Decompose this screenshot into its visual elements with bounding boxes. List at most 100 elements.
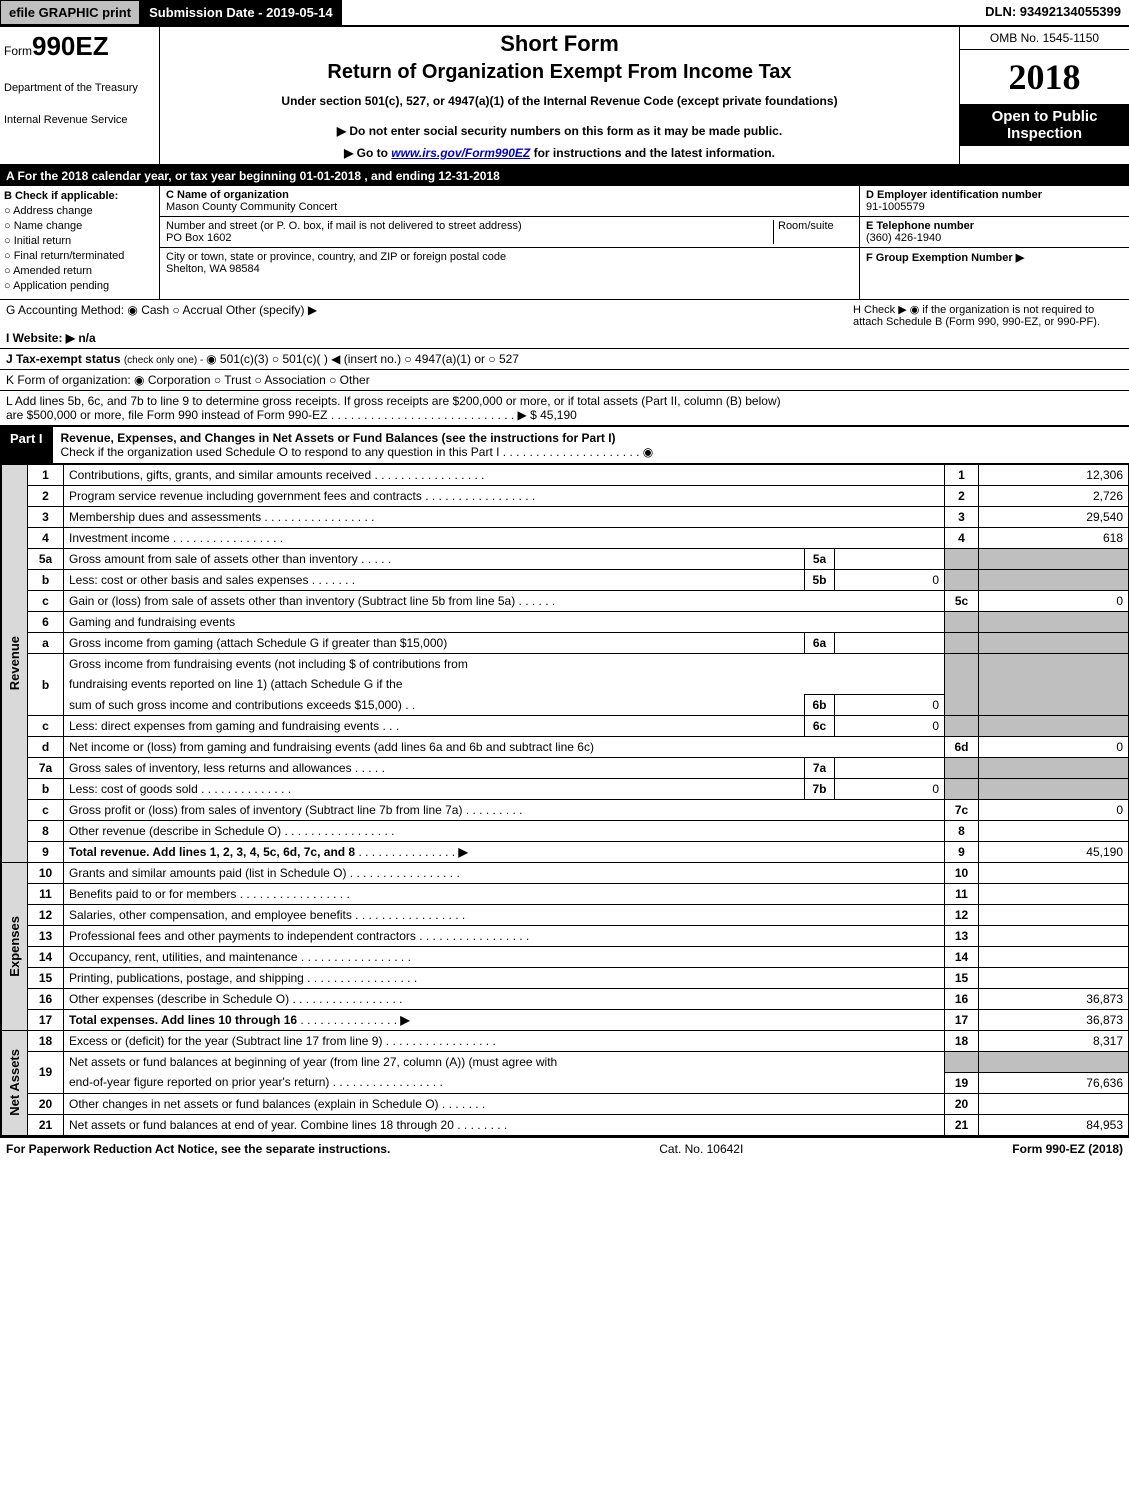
line-l: L Add lines 5b, 6c, and 7b to line 9 to … <box>0 391 1129 425</box>
omb-number: OMB No. 1545-1150 <box>960 27 1129 50</box>
line-k: K Form of organization: ◉ Corporation ○ … <box>0 370 1129 391</box>
l8-desc: Other revenue (describe in Schedule O) <box>69 824 281 838</box>
d-label: D Employer identification number <box>866 189 1042 201</box>
l18-val: 8,317 <box>979 1031 1129 1052</box>
cell-e: E Telephone number (360) 426-1940 <box>860 217 1129 248</box>
l13-desc: Professional fees and other payments to … <box>69 929 416 943</box>
l6a-sv <box>835 633 945 654</box>
l5b-desc: Less: cost or other basis and sales expe… <box>69 573 308 587</box>
chk-final-return[interactable]: ○ Final return/terminated <box>4 250 155 262</box>
l13-val <box>979 926 1129 947</box>
c-label: C Name of organization <box>166 189 289 201</box>
dept-treasury: Department of the Treasury <box>4 82 155 94</box>
column-b: B Check if applicable: ○ Address change … <box>0 186 160 299</box>
l5a-sv <box>835 549 945 570</box>
l7a-desc: Gross sales of inventory, less returns a… <box>69 761 352 775</box>
l20-val <box>979 1093 1129 1114</box>
city-label: City or town, state or province, country… <box>166 251 506 263</box>
side-revenue: Revenue <box>7 636 22 690</box>
line-g: G Accounting Method: ◉ Cash ○ Accrual Ot… <box>6 303 853 317</box>
l3-desc: Membership dues and assessments <box>69 510 261 524</box>
short-form-title: Short Form <box>168 31 951 57</box>
city-value: Shelton, WA 98584 <box>166 263 260 275</box>
form-code: 990EZ <box>32 31 109 61</box>
l6b-sv: 0 <box>835 695 945 716</box>
top-bar: efile GRAPHIC print Submission Date - 20… <box>0 0 1129 27</box>
info-grid: B Check if applicable: ○ Address change … <box>0 186 1129 300</box>
l16-val: 36,873 <box>979 989 1129 1010</box>
l6b1-desc: Gross income from fundraising events (no… <box>69 657 468 671</box>
dept-irs: Internal Revenue Service <box>4 114 155 126</box>
footer-right: Form 990-EZ (2018) <box>1012 1142 1123 1156</box>
submission-date-button[interactable]: Submission Date - 2019-05-14 <box>140 0 342 25</box>
l15-desc: Printing, publications, postage, and shi… <box>69 971 304 985</box>
l6b3-desc: sum of such gross income and contributio… <box>69 698 402 712</box>
f-label: F Group Exemption Number ▶ <box>866 252 1024 264</box>
irs-link[interactable]: www.irs.gov/Form990EZ <box>391 146 530 160</box>
l-text1: L Add lines 5b, 6c, and 7b to line 9 to … <box>6 394 1123 408</box>
l5b-sv: 0 <box>835 570 945 591</box>
l1-desc: Contributions, gifts, grants, and simila… <box>69 468 371 482</box>
return-title: Return of Organization Exempt From Incom… <box>168 61 951 84</box>
l17-val: 36,873 <box>979 1010 1129 1031</box>
l6a-desc: Gross income from gaming (attach Schedul… <box>69 636 447 650</box>
column-mid: C Name of organization Mason County Comm… <box>160 186 859 299</box>
page-footer: For Paperwork Reduction Act Notice, see … <box>0 1136 1129 1160</box>
l20-desc: Other changes in net assets or fund bala… <box>69 1097 439 1111</box>
l17-arrow: ▶ <box>400 1013 409 1027</box>
cell-c: C Name of organization Mason County Comm… <box>160 186 859 217</box>
side-net-assets: Net Assets <box>7 1049 22 1116</box>
l2-val: 2,726 <box>979 486 1129 507</box>
side-expenses: Expenses <box>7 916 22 977</box>
form-prefix: Form <box>4 44 32 58</box>
footer-left: For Paperwork Reduction Act Notice, see … <box>6 1142 390 1156</box>
part1-subtitle: Check if the organization used Schedule … <box>61 445 654 459</box>
chk-amended-return[interactable]: ○ Amended return <box>4 265 155 277</box>
part1-bar: Part I Revenue, Expenses, and Changes in… <box>0 425 1129 464</box>
l-text2: are $500,000 or more, file Form 990 inst… <box>6 408 1123 422</box>
l6b2-desc: fundraising events reported on line 1) (… <box>69 677 403 691</box>
part1-title: Revenue, Expenses, and Changes in Net As… <box>53 427 1129 463</box>
cell-city: City or town, state or province, country… <box>160 248 859 278</box>
ssn-warning: ▶ Do not enter social security numbers o… <box>168 124 951 138</box>
l4-desc: Investment income <box>69 531 170 545</box>
l19a-desc: Net assets or fund balances at beginning… <box>69 1055 557 1069</box>
under-section: Under section 501(c), 527, or 4947(a)(1)… <box>168 94 951 108</box>
l8-val <box>979 821 1129 842</box>
l19-val: 76,636 <box>979 1072 1129 1093</box>
phone-value: (360) 426-1940 <box>866 232 941 244</box>
ein-value: 91-1005579 <box>866 201 925 213</box>
part1-title-bold: Revenue, Expenses, and Changes in Net As… <box>61 431 616 445</box>
l7a-sv <box>835 758 945 779</box>
l9-arrow: ▶ <box>458 845 467 859</box>
l16-desc: Other expenses (describe in Schedule O) <box>69 992 289 1006</box>
efile-button[interactable]: efile GRAPHIC print <box>0 0 140 25</box>
chk-name-change[interactable]: ○ Name change <box>4 220 155 232</box>
l14-val <box>979 947 1129 968</box>
chk-address-change[interactable]: ○ Address change <box>4 205 155 217</box>
addr-value: PO Box 1602 <box>166 232 231 244</box>
chk-application-pending[interactable]: ○ Application pending <box>4 280 155 292</box>
l5c-val: 0 <box>979 591 1129 612</box>
footer-cat: Cat. No. 10642I <box>390 1142 1012 1156</box>
column-right: D Employer identification number 91-1005… <box>859 186 1129 299</box>
goto-post: for instructions and the latest informat… <box>530 146 775 160</box>
l7c-desc: Gross profit or (loss) from sales of inv… <box>69 803 462 817</box>
l7b-desc: Less: cost of goods sold <box>69 782 198 796</box>
l2-desc: Program service revenue including govern… <box>69 489 422 503</box>
chk-initial-return[interactable]: ○ Initial return <box>4 235 155 247</box>
goto-pre: ▶ Go to <box>344 146 391 160</box>
e-label: E Telephone number <box>866 220 974 232</box>
l3-val: 29,540 <box>979 507 1129 528</box>
l1-val: 12,306 <box>979 465 1129 486</box>
l6c-sv: 0 <box>835 716 945 737</box>
l6c-desc: Less: direct expenses from gaming and fu… <box>69 719 379 733</box>
header-left: Form990EZ Department of the Treasury Int… <box>0 27 160 164</box>
org-name: Mason County Community Concert <box>166 201 337 213</box>
top-spacer <box>342 0 978 25</box>
l17-desc: Total expenses. Add lines 10 through 16 <box>69 1013 297 1027</box>
l6d-desc: Net income or (loss) from gaming and fun… <box>69 740 594 754</box>
l6-desc: Gaming and fundraising events <box>69 615 235 629</box>
header-mid: Short Form Return of Organization Exempt… <box>160 27 959 164</box>
line-j: J Tax-exempt status (check only one) - ◉… <box>0 349 1129 370</box>
